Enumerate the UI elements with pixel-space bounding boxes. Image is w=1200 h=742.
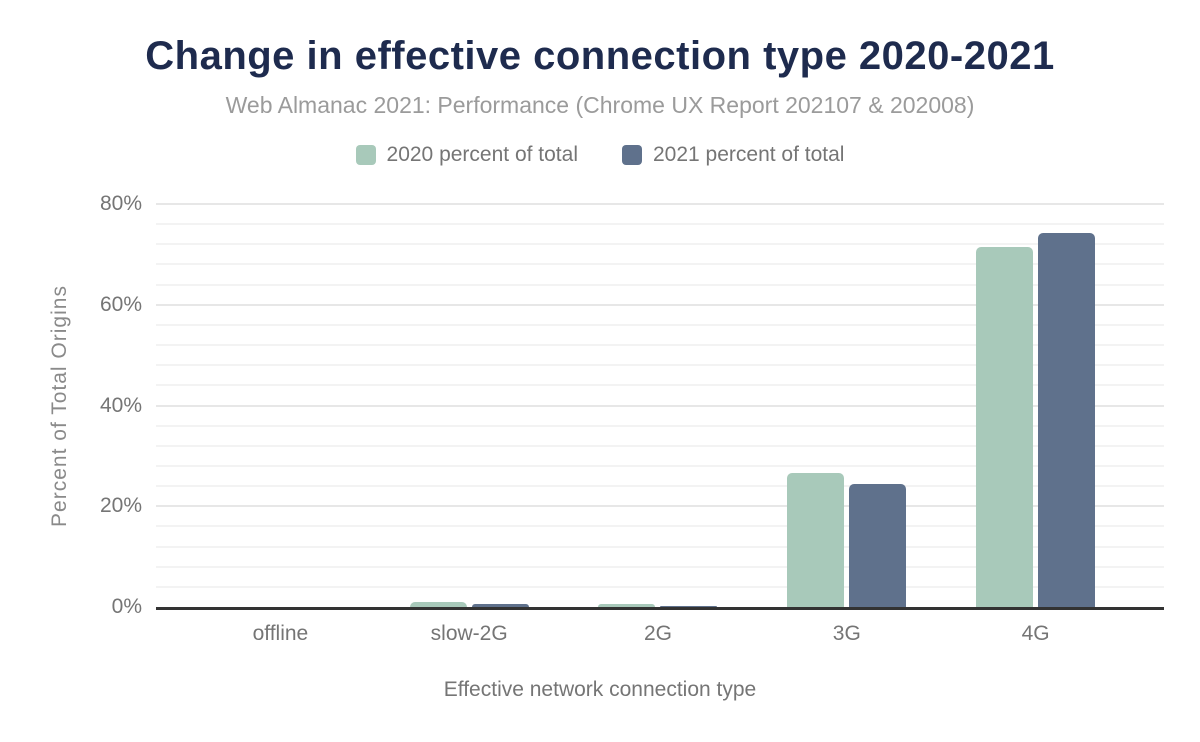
minor-gridline-72 (156, 243, 1164, 246)
legend: 2020 percent of total 2021 percent of to… (0, 143, 1200, 167)
bar-2020-4g (976, 246, 1034, 607)
minor-gridline-24 (156, 485, 1164, 488)
bar-group-4g (941, 204, 1130, 607)
bar-2020-2g (598, 604, 656, 607)
legend-label-2020: 2020 percent of total (386, 143, 578, 166)
bar-group-offline (186, 204, 375, 607)
minor-gridline-48 (156, 364, 1164, 367)
legend-label-2021: 2021 percent of total (653, 143, 845, 166)
chart-subtitle: Web Almanac 2021: Performance (Chrome UX… (225, 92, 975, 118)
minor-gridline-56 (156, 323, 1164, 326)
legend-swatch-2021 (622, 145, 642, 165)
major-gridline-80 (156, 203, 1164, 205)
x-label-slow-2g: slow-2G (430, 622, 508, 645)
bar-groups (186, 204, 1130, 607)
legend-swatch-2020 (355, 145, 376, 165)
major-gridline-40 (156, 404, 1164, 407)
y-tick-20: 20% (99, 494, 142, 518)
x-axis-title: Effective network connection type (443, 678, 757, 701)
bar-group-2g (564, 204, 753, 607)
minor-gridline-68 (156, 263, 1164, 266)
minor-gridline-32 (156, 444, 1164, 447)
minor-gridline-36 (156, 424, 1164, 427)
x-label-offline: offline (252, 622, 309, 645)
bar-group-slow-2g (375, 204, 564, 607)
y-tick-80: 80% (99, 192, 142, 215)
chart-title: Change in effective connection type 2020… (145, 34, 1055, 78)
bar-2021-slow-2g (471, 604, 529, 607)
bar-2020-3g (787, 473, 845, 607)
bar-group-3g (752, 204, 941, 607)
x-label-3g: 3G (832, 622, 861, 645)
legend-item-2020: 2020 percent of total (355, 143, 578, 167)
y-tick-0: 0% (111, 595, 142, 618)
bar-2021-4g (1038, 232, 1096, 607)
minor-gridline-4 (156, 585, 1164, 588)
bar-2021-2g (660, 606, 718, 607)
minor-gridline-52 (156, 344, 1164, 347)
minor-gridline-28 (156, 464, 1164, 467)
minor-gridline-64 (156, 283, 1164, 286)
minor-gridline-12 (156, 545, 1164, 548)
major-gridline-60 (156, 303, 1164, 306)
y-axis-title: Percent of Total Origins (48, 284, 71, 527)
bar-2020-slow-2g (409, 602, 467, 607)
x-axis-labels: offline slow-2G 2G 3G 4G (186, 622, 1130, 646)
legend-item-2021: 2021 percent of total (622, 143, 844, 167)
y-tick-60: 60% (99, 292, 142, 316)
x-label-2g: 2G (643, 622, 672, 645)
y-tick-40: 40% (99, 393, 142, 417)
bar-2021-3g (849, 483, 907, 607)
x-label-4g: 4G (1021, 622, 1050, 645)
minor-gridline-8 (156, 565, 1164, 568)
minor-gridline-76 (156, 223, 1164, 226)
major-gridline-20 (156, 505, 1164, 508)
minor-gridline-44 (156, 384, 1164, 387)
plot-area: Percent of Total Origins 0% 20% 40% 60% 80% (48, 192, 1164, 618)
minor-gridline-16 (156, 525, 1164, 528)
